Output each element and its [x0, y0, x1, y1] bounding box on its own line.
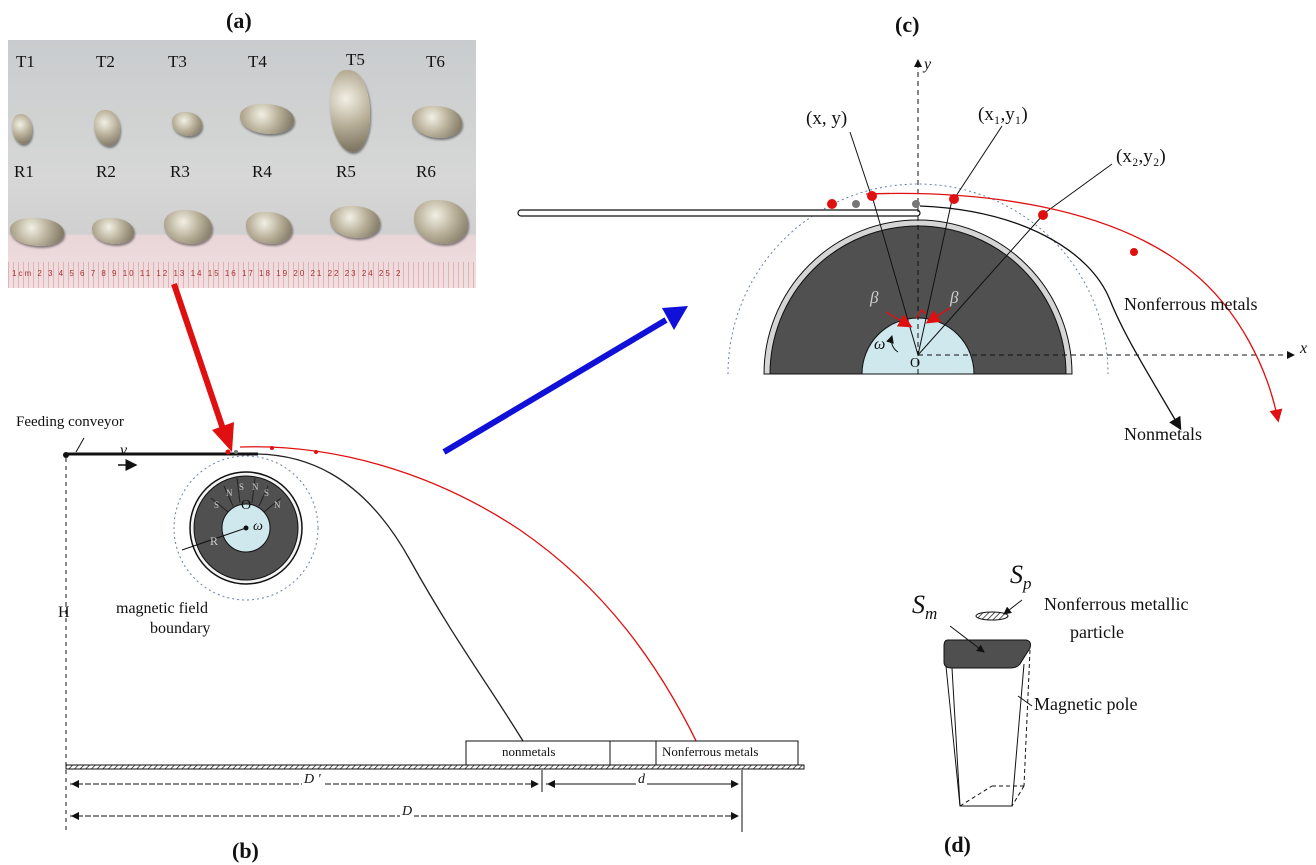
sample-label-t3: T3 [168, 52, 187, 71]
particle-red [827, 199, 837, 209]
x-axis-label: x [1300, 340, 1308, 357]
blue-arrow-b-to-c [442, 306, 688, 455]
height-label: H [58, 604, 70, 621]
sample-label-r2: R2 [96, 162, 116, 181]
dimension-d-label: d [636, 772, 647, 788]
nonferrous-trajectory [239, 446, 709, 767]
nonferrous-trajectory-detail [865, 192, 1283, 423]
sample-label-t2: T2 [96, 52, 115, 71]
nonmetal-trajectory-detail [919, 205, 1182, 431]
trajectory-detail [517, 59, 1295, 431]
field-boundary-label-line1: magnetic field [116, 600, 208, 617]
conveyor-belt-detail [517, 209, 921, 217]
sample-rock-r4 [246, 212, 292, 244]
nonmetals-label: Nonmetals [1124, 424, 1202, 444]
ruler-scale: 1cm 2 3 4 5 6 7 8 9 10 11 12 13 14 15 16… [12, 269, 403, 278]
magnetic-pole-top [943, 639, 1031, 669]
bin-nonferrous-metals [655, 740, 799, 766]
dimension-D-label: D [400, 804, 415, 820]
sample-rock-r2 [92, 218, 134, 244]
sample-rock-r1 [10, 218, 64, 246]
sp-label: Sp [1010, 560, 1032, 594]
sample-label-r6: R6 [416, 162, 436, 181]
point-xy-label: (x, y) [806, 108, 848, 129]
sample-rock-t6 [412, 106, 462, 138]
nonmetal-trajectory [257, 453, 539, 767]
y-axis-label: y [924, 56, 932, 73]
ground-floor [65, 764, 805, 770]
sm-label: Sm [912, 590, 937, 624]
sample-label-t5: T5 [346, 50, 365, 69]
sample-rock-t5 [330, 70, 370, 152]
particle-label-line1: Nonferrous metallic [1044, 594, 1189, 614]
drum-radius-label: R [210, 534, 219, 548]
bin-middlings [609, 740, 657, 766]
magnetic-pole-body [945, 663, 1025, 807]
ruler [8, 262, 476, 288]
pole-label-6: S [214, 500, 220, 510]
sample-label-t6: T6 [426, 52, 445, 71]
magnetic-pole-label: Magnetic pole [1034, 694, 1138, 714]
velocity-label: v [120, 442, 128, 459]
pole-label-5: N [274, 500, 281, 510]
sample-label-r4: R4 [252, 162, 272, 181]
dimension-d-prime-label: D ' [302, 772, 323, 788]
point-x1y1-label: (x₁,y₁) [978, 104, 1028, 125]
panel-label-a: (a) [226, 8, 252, 33]
sample-rock-t3 [172, 112, 202, 136]
point-x2y2 [1038, 210, 1048, 220]
magnetic-pole-diagram [943, 599, 1033, 807]
point-xy [867, 191, 877, 201]
beta-left-label: β [870, 288, 879, 307]
sm-subscript: m [925, 604, 938, 624]
panel-label-d: (d) [944, 832, 971, 857]
sp-symbol: S [1010, 560, 1023, 589]
beta-right-label: β [950, 288, 959, 307]
sample-photo: T1 T2 T3 T4 T5 T6 R1 R2 R3 R4 R5 R6 1cm … [8, 40, 476, 288]
particle-label-line2: particle [1070, 622, 1124, 642]
bin-nonmetals-label: nonmetals [502, 744, 556, 759]
omega-label-detail: ω [874, 336, 886, 353]
sample-rock-t2 [94, 110, 120, 146]
field-boundary-detail [727, 183, 1109, 375]
sample-rock-t4 [240, 104, 294, 134]
sample-rock-r6 [414, 200, 468, 244]
pole-label-3: N [252, 482, 259, 492]
sample-rock-r5 [330, 206, 380, 238]
bin-nonmetals [465, 740, 611, 766]
sample-rock-t1 [12, 114, 32, 144]
sample-rock-r3 [164, 210, 212, 244]
point-x2y2-label: (x₂,y₂) [1116, 146, 1166, 167]
panel-label-b: (b) [232, 838, 259, 863]
feeding-conveyor-label: Feeding conveyor [16, 414, 124, 430]
sp-subscript: p [1023, 574, 1032, 594]
magnetic-field-boundary [173, 455, 319, 601]
sm-symbol: S [912, 590, 925, 619]
red-arrow-a-to-b [171, 283, 234, 452]
center-label-detail: O [910, 356, 921, 371]
pole-label-1: N [226, 488, 233, 498]
sample-label-t4: T4 [248, 52, 267, 71]
sample-label-t1: T1 [16, 52, 35, 71]
point-x1y1 [949, 194, 959, 204]
particle-gray [852, 200, 860, 208]
panel-label-c: (c) [895, 12, 920, 37]
pole-label-4: S [264, 488, 270, 498]
bin-nonferrous-label: Nonferrous metals [662, 744, 759, 759]
drum-omega-label: ω [253, 519, 263, 534]
sample-label-r3: R3 [170, 162, 190, 181]
pole-label-2: S [239, 482, 245, 492]
nonferrous-particle [975, 611, 1009, 621]
drum-center-label: O [241, 498, 252, 513]
sample-label-r5: R5 [336, 162, 356, 181]
nonferrous-metals-label: Nonferrous metals [1124, 294, 1258, 314]
field-boundary-label-line2: boundary [150, 620, 211, 637]
sample-label-r1: R1 [14, 162, 34, 181]
